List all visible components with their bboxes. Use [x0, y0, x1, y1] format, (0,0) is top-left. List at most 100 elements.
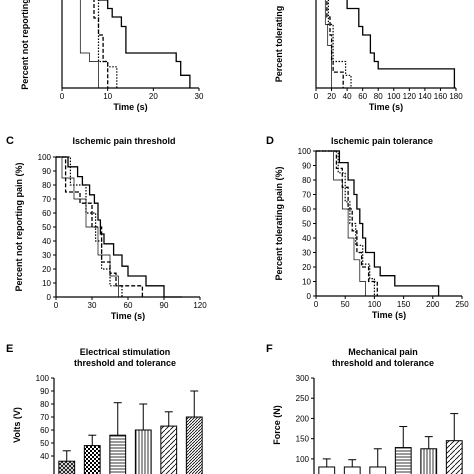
chart-layer: 0 10 20 30 Time (s) Percent not reporting 0 20 4… — [12, 0, 469, 474]
panel-A-x-tick-label: 20 — [149, 92, 158, 101]
panel-E-bar — [160, 425, 178, 474]
panel-C-y-tick-label: 20 — [42, 265, 51, 274]
panel-E-y-tick-label: 40 — [40, 452, 49, 461]
panel-B-x-tick-label: 180 — [449, 92, 463, 101]
panel-D-y-tick-label: 90 — [302, 162, 311, 171]
panel-F-y-tick-label: 300 — [296, 374, 310, 383]
panel-E-y-tick-label: 50 — [40, 439, 49, 448]
panel-C-y-tick-label: 50 — [42, 223, 51, 232]
panel-C-y-tick-label: 60 — [42, 209, 51, 218]
panel-B-series-dashed-line — [326, 0, 344, 88]
panel-D-series-dotted-line — [316, 150, 375, 296]
panel-B-x-tick-label: 120 — [403, 92, 417, 101]
panel-C-x-tick-label: 60 — [124, 301, 133, 310]
panel-D-series-dashed-line — [316, 150, 378, 296]
panel-C-series-solid-line — [56, 156, 182, 298]
panel-E-y-tick-label: 80 — [40, 400, 49, 409]
panel-D-x-tick-label: 150 — [397, 300, 411, 309]
panel-C-y-tick-label: 30 — [42, 251, 51, 260]
panel-D-x-tick-label: 250 — [455, 300, 469, 309]
panel-F-y-axis-label: Force (N) — [272, 405, 282, 445]
panel-B-y-axis-label: Percent tolerating — [274, 6, 284, 83]
panel-D-y-tick-label: 80 — [302, 176, 311, 185]
panel-E-y-tick-label: 60 — [40, 426, 49, 435]
panel-E-bar — [58, 460, 76, 474]
panel-D-y-tick-label: 10 — [302, 278, 311, 287]
panel-F-bar — [369, 466, 387, 474]
panel-D-x-axis-label: Time (s) — [372, 310, 406, 320]
panel-C-y-tick-label: 100 — [38, 153, 52, 162]
panel-D-x-tick-label: 0 — [314, 300, 319, 309]
panel-C-y-tick-label: 70 — [42, 195, 51, 204]
panel-E-title-line1: Electrical stimulation — [80, 347, 171, 357]
panel-C-series-thin-line — [56, 156, 119, 297]
panel-C-series-dotted-line — [56, 156, 123, 297]
panel-F-y-tick-label: 100 — [296, 455, 310, 464]
panel-D-series-thin-line — [316, 150, 366, 296]
panel-F-title-line2: threshold and tolerance — [332, 358, 434, 368]
panel-D-y-tick-label: 40 — [302, 234, 311, 243]
panel-B-x-tick-label: 20 — [327, 92, 336, 101]
panel-F-bar — [445, 440, 463, 474]
panel-C-y-tick-label: 40 — [42, 237, 51, 246]
panel-E-bar — [109, 434, 127, 474]
panel-A-series-dashed-line — [93, 0, 109, 88]
panel-E-y-tick-label: 100 — [36, 374, 50, 383]
panel-F-bar — [318, 466, 336, 474]
panel-F-y-tick-label: 250 — [296, 394, 310, 403]
panel-E-y-tick-label: 70 — [40, 413, 49, 422]
panel-A-x-tick-label: 10 — [103, 92, 112, 101]
panel-D-y-tick-label: 60 — [302, 205, 311, 214]
panel-A-x-tick-label: 30 — [195, 92, 204, 101]
panel-D-x-tick-label: 100 — [368, 300, 382, 309]
panel-C-y-tick-label: 10 — [42, 279, 51, 288]
panel-A-y-axis-label: Percent not reporting — [20, 0, 30, 90]
panel-C-x-tick-label: 120 — [193, 301, 207, 310]
panel-D-y-tick-label: 50 — [302, 220, 311, 229]
panel-C-y-tick-label: 90 — [42, 167, 51, 176]
panel-E-bar — [83, 445, 101, 474]
panel-B-x-tick-label: 140 — [418, 92, 432, 101]
panel-B-series-solid-line — [346, 0, 456, 88]
panel-D-x-tick-label: 50 — [341, 300, 350, 309]
panel-D-y-tick-label: 30 — [302, 249, 311, 258]
panel-D-series-solid-line — [316, 150, 440, 296]
panel-C-y-tick-label: 80 — [42, 181, 51, 190]
panel-F-bar — [420, 448, 438, 474]
panel-B-x-tick-label: 80 — [374, 92, 383, 101]
panel-C-letter: C — [6, 135, 14, 147]
panel-E-bar — [185, 416, 203, 474]
panel-E-title-line2: threshold and tolerance — [74, 358, 176, 368]
panel-A-series-thin-line — [79, 0, 99, 88]
panel-E-y-axis-label: Volts (V) — [12, 407, 22, 443]
panel-B-series-thin-line — [324, 0, 332, 88]
panel-A-series-dotted-line — [97, 0, 118, 88]
panel-F-y-tick-label: 200 — [296, 414, 310, 423]
panel-E-letter: E — [6, 343, 13, 355]
panel-C-x-tick-label: 0 — [54, 301, 59, 310]
panel-B-x-tick-label: 100 — [387, 92, 401, 101]
panel-D-y-axis-label: Percent tolerating pain (%) — [274, 166, 284, 280]
panel-D-y-tick-label: 20 — [302, 263, 311, 272]
panel-C-y-axis-label: Percent not reporting pain (%) — [14, 162, 24, 291]
panel-B-x-tick-label: 60 — [358, 92, 367, 101]
panel-A-series-solid-line — [97, 0, 191, 88]
panel-B-series-dotted-line — [327, 0, 352, 88]
panel-C-x-axis-label: Time (s) — [111, 311, 145, 321]
panel-D-letter: D — [266, 135, 274, 147]
panel-F-letter: F — [266, 343, 273, 355]
panel-D-y-tick-label: 70 — [302, 191, 311, 200]
panel-F-bar — [394, 447, 412, 474]
panel-F-bar — [343, 466, 361, 474]
panel-C-x-tick-label: 30 — [88, 301, 97, 310]
panel-B-x-tick-label: 40 — [343, 92, 352, 101]
panel-D-y-tick-label: 0 — [307, 292, 312, 301]
panel-D-title: Ischemic pain tolerance — [331, 136, 433, 146]
panel-E-y-tick-label: 90 — [40, 387, 49, 396]
panel-E-bar — [134, 429, 152, 474]
panel-B-x-axis-label: Time (s) — [369, 102, 403, 112]
panel-C-title: Ischemic pain threshold — [72, 136, 175, 146]
panel-F-title-line1: Mechanical pain — [348, 347, 418, 357]
panel-B-x-tick-label: 160 — [434, 92, 448, 101]
